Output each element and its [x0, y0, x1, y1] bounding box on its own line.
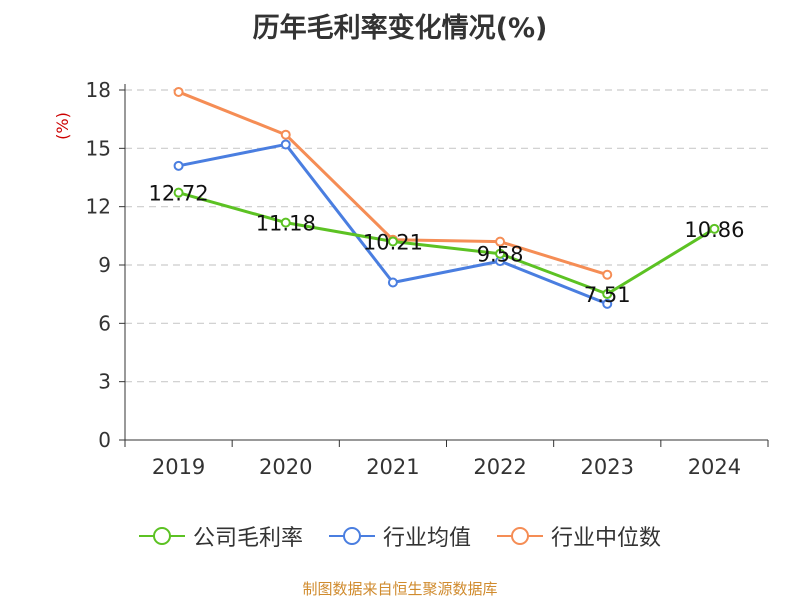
legend-item-industry-average[interactable]: 行业均值: [328, 520, 471, 552]
data-point: [602, 288, 613, 299]
y-tick-label: 9: [98, 253, 111, 277]
y-tick-label: 15: [86, 136, 111, 160]
data-point: [280, 217, 291, 228]
data-label: 11.18: [256, 212, 316, 236]
data-label: 10.21: [363, 230, 423, 254]
chart-title: 历年毛利率变化情况(%): [252, 13, 548, 44]
legend-item-company[interactable]: 公司毛利率: [138, 520, 303, 552]
data-point: [709, 223, 720, 234]
x-tick-label: 2023: [581, 455, 634, 479]
data-point: [173, 187, 184, 198]
legend-label-industry-median: 行业中位数: [551, 526, 662, 551]
y-tick-label: 6: [98, 311, 111, 335]
data-point: [602, 269, 613, 280]
data-point: [387, 277, 398, 288]
x-tick-label: 2021: [366, 455, 419, 479]
y-tick-label: 3: [98, 370, 111, 394]
data-point: [387, 236, 398, 247]
chart-legend: 公司毛利率 行业均值 行业中位数: [0, 520, 800, 552]
y-axis-label: (%): [53, 112, 72, 140]
y-tick-label: 12: [86, 195, 111, 219]
data-point: [280, 129, 291, 140]
data-label: 10.86: [684, 218, 744, 242]
x-tick-label: 2020: [259, 455, 312, 479]
y-tick-label: 18: [86, 78, 111, 102]
data-point: [495, 236, 506, 247]
data-point: [602, 298, 613, 309]
legend-label-industry-average: 行业均值: [382, 526, 471, 551]
source-footer: 制图数据来自恒生聚源数据库: [302, 580, 498, 598]
data-point: [280, 139, 291, 150]
legend-marker-company: [138, 527, 185, 545]
legend-item-industry-median[interactable]: 行业中位数: [497, 520, 661, 552]
x-tick-label: 2024: [688, 455, 741, 479]
x-tick-label: 2019: [152, 455, 205, 479]
data-point: [173, 86, 184, 97]
legend-marker-industry-median: [497, 527, 543, 545]
data-label: 12.72: [149, 182, 209, 206]
legend-marker-industry-average: [328, 527, 375, 545]
data-label: 9.58: [477, 243, 524, 267]
x-tick-label: 2022: [473, 455, 526, 479]
series-line: [178, 191, 716, 296]
data-point: [173, 160, 184, 171]
data-label: 7.51: [584, 283, 631, 307]
data-point: [495, 248, 506, 259]
legend-label-company: 公司毛利率: [192, 526, 303, 551]
y-tick-label: 0: [98, 428, 111, 452]
